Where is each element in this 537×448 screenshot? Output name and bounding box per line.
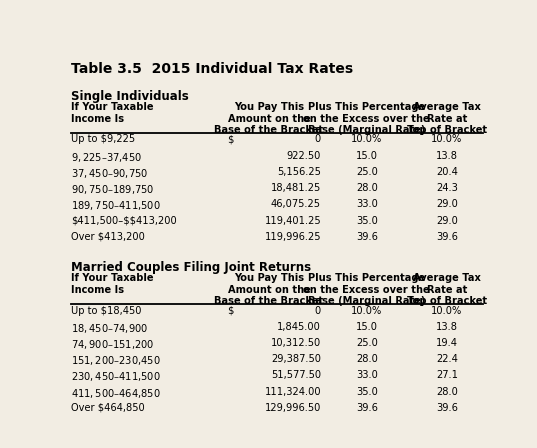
Text: 29.0: 29.0	[436, 215, 458, 225]
Text: 119,401.25: 119,401.25	[264, 215, 321, 225]
Text: You Pay This
Amount on the
Base of the Bracket: You Pay This Amount on the Base of the B…	[214, 102, 323, 135]
Text: $: $	[227, 306, 234, 315]
Text: 10,312.50: 10,312.50	[271, 338, 321, 348]
Text: Up to $18,450: Up to $18,450	[71, 306, 142, 315]
Text: $151,200–$230,450: $151,200–$230,450	[71, 354, 161, 367]
Text: 25.0: 25.0	[356, 338, 378, 348]
Text: 10.0%: 10.0%	[431, 134, 462, 145]
Text: 129,996.50: 129,996.50	[265, 403, 321, 413]
Text: 10.0%: 10.0%	[431, 306, 462, 315]
Text: 28.0: 28.0	[356, 354, 378, 364]
Text: 13.8: 13.8	[436, 322, 458, 332]
Text: Plus This Percentage
on the Excess over the
Base (Marginal Rate): Plus This Percentage on the Excess over …	[303, 273, 430, 306]
Text: 19.4: 19.4	[436, 338, 458, 348]
Text: $90,750–$189,750: $90,750–$189,750	[71, 183, 155, 196]
Text: Up to $9,225: Up to $9,225	[71, 134, 135, 145]
Text: You Pay This
Amount on the
Base of the Bracket: You Pay This Amount on the Base of the B…	[214, 273, 323, 306]
Text: $74,900–$151,200: $74,900–$151,200	[71, 338, 155, 351]
Text: $411,500–$$413,200: $411,500–$$413,200	[71, 215, 177, 225]
Text: 22.4: 22.4	[436, 354, 458, 364]
Text: Over $464,850: Over $464,850	[71, 403, 145, 413]
Text: 5,156.25: 5,156.25	[277, 167, 321, 177]
Text: If Your Taxable
Income Is: If Your Taxable Income Is	[71, 102, 154, 124]
Text: 46,075.25: 46,075.25	[271, 199, 321, 209]
Text: 15.0: 15.0	[356, 151, 378, 161]
Text: 29.0: 29.0	[436, 199, 458, 209]
Text: 111,324.00: 111,324.00	[264, 387, 321, 396]
Text: 39.6: 39.6	[356, 232, 378, 242]
Text: 0: 0	[315, 134, 321, 145]
Text: $189,750–$411,500: $189,750–$411,500	[71, 199, 161, 212]
Text: $230,450–$411,500: $230,450–$411,500	[71, 370, 161, 383]
Text: 15.0: 15.0	[356, 322, 378, 332]
Text: $37,450–$90,750: $37,450–$90,750	[71, 167, 149, 180]
Text: 29,387.50: 29,387.50	[271, 354, 321, 364]
Text: Plus This Percentage
on the Excess over the
Base (Marginal Rate): Plus This Percentage on the Excess over …	[303, 102, 430, 135]
Text: 24.3: 24.3	[436, 183, 458, 193]
Text: 922.50: 922.50	[287, 151, 321, 161]
Text: $411,500–$464,850: $411,500–$464,850	[71, 387, 161, 400]
Text: Married Couples Filing Joint Returns: Married Couples Filing Joint Returns	[71, 261, 311, 274]
Text: 35.0: 35.0	[356, 215, 378, 225]
Text: 10.0%: 10.0%	[351, 134, 382, 145]
Text: 39.6: 39.6	[436, 403, 458, 413]
Text: 27.1: 27.1	[436, 370, 458, 380]
Text: 51,577.50: 51,577.50	[271, 370, 321, 380]
Text: $18,450–$74,900: $18,450–$74,900	[71, 322, 149, 335]
Text: $: $	[227, 134, 234, 145]
Text: 33.0: 33.0	[356, 370, 378, 380]
Text: 25.0: 25.0	[356, 167, 378, 177]
Text: 1,845.00: 1,845.00	[277, 322, 321, 332]
Text: 39.6: 39.6	[356, 403, 378, 413]
Text: Average Tax
Rate at
Top of Bracket: Average Tax Rate at Top of Bracket	[407, 273, 487, 306]
Text: 28.0: 28.0	[356, 183, 378, 193]
Text: 18,481.25: 18,481.25	[271, 183, 321, 193]
Text: $9,225–$37,450: $9,225–$37,450	[71, 151, 142, 164]
Text: Single Individuals: Single Individuals	[71, 90, 189, 103]
Text: 39.6: 39.6	[436, 232, 458, 242]
Text: 20.4: 20.4	[436, 167, 458, 177]
Text: 28.0: 28.0	[436, 387, 458, 396]
Text: Table 3.5  2015 Individual Tax Rates: Table 3.5 2015 Individual Tax Rates	[71, 62, 353, 77]
Text: 13.8: 13.8	[436, 151, 458, 161]
Text: If Your Taxable
Income Is: If Your Taxable Income Is	[71, 273, 154, 295]
Text: 35.0: 35.0	[356, 387, 378, 396]
Text: 0: 0	[315, 306, 321, 315]
Text: 119,996.25: 119,996.25	[265, 232, 321, 242]
Text: 33.0: 33.0	[356, 199, 378, 209]
Text: 10.0%: 10.0%	[351, 306, 382, 315]
Text: Average Tax
Rate at
Top of Bracket: Average Tax Rate at Top of Bracket	[407, 102, 487, 135]
Text: Over $413,200: Over $413,200	[71, 232, 145, 242]
